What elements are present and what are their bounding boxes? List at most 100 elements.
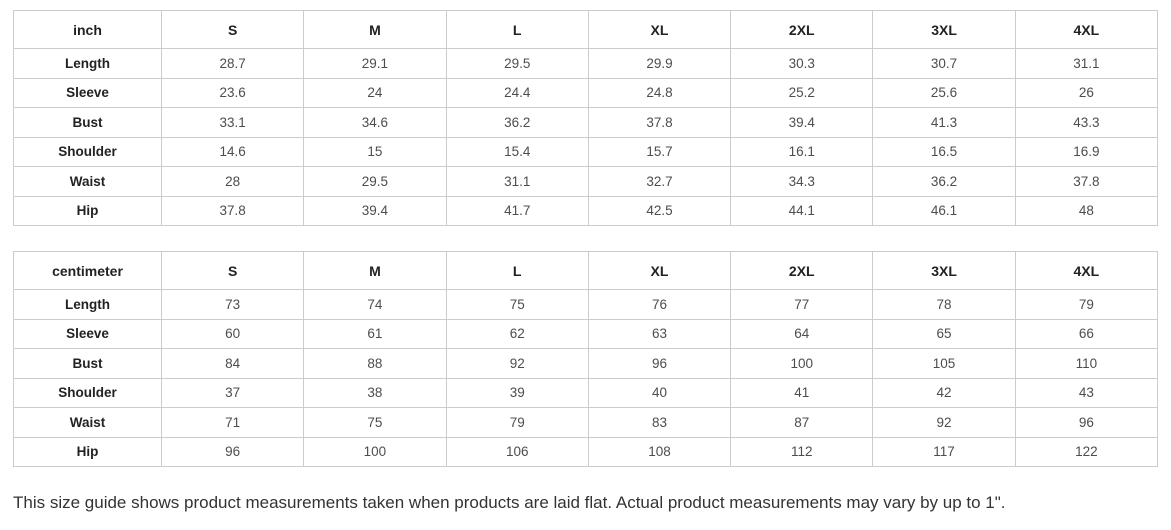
measurement-value: 41.7 <box>445 195 589 226</box>
measurement-row-label: Bust <box>13 348 162 379</box>
measurement-row-label: Shoulder <box>13 136 162 167</box>
measurement-value: 33.1 <box>160 107 305 138</box>
measurement-value: 92 <box>445 348 589 379</box>
table-row: Waist 71 75 79 83 87 92 96 <box>13 407 1159 438</box>
measurement-row-label: Waist <box>13 166 162 197</box>
measurement-value: 63 <box>587 318 732 349</box>
size-table-centimeter: centimeter S M L XL 2XL 3XL 4XL Length 73 74 75 76 77… <box>13 251 1159 467</box>
size-table-header-row: inch S M L XL 2XL 3XL 4XL <box>13 10 1159 49</box>
measurement-row-label: Hip <box>13 436 162 467</box>
measurement-value: 24.8 <box>587 77 732 108</box>
measurement-value: 36.2 <box>445 107 589 138</box>
measurement-value: 25.6 <box>872 77 1016 108</box>
table-row: Sleeve 60 61 62 63 64 65 66 <box>13 318 1159 349</box>
size-column-header: S <box>160 251 305 290</box>
measurement-value: 48 <box>1014 195 1159 226</box>
measurement-value: 42.5 <box>587 195 732 226</box>
measurement-value: 77 <box>730 289 874 320</box>
measurement-value: 15.7 <box>587 136 732 167</box>
measurement-value: 96 <box>587 348 732 379</box>
table-row: Length 73 74 75 76 77 78 79 <box>13 289 1159 320</box>
measurement-value: 28 <box>160 166 305 197</box>
size-column-header: M <box>303 10 447 49</box>
measurement-value: 71 <box>160 407 305 438</box>
measurement-value: 30.7 <box>872 48 1016 79</box>
measurement-value: 112 <box>730 436 874 467</box>
measurement-value: 96 <box>1014 407 1159 438</box>
measurement-value: 43 <box>1014 377 1159 408</box>
measurement-value: 74 <box>303 289 447 320</box>
measurement-value: 76 <box>587 289 732 320</box>
size-column-header: 4XL <box>1014 10 1159 49</box>
measurement-value: 15.4 <box>445 136 589 167</box>
measurement-value: 83 <box>587 407 732 438</box>
measurement-value: 43.3 <box>1014 107 1159 138</box>
measurement-value: 37 <box>160 377 305 408</box>
measurement-value: 117 <box>872 436 1016 467</box>
measurement-value: 40 <box>587 377 732 408</box>
measurement-value: 110 <box>1014 348 1159 379</box>
measurement-value: 75 <box>445 289 589 320</box>
measurement-value: 25.2 <box>730 77 874 108</box>
measurement-value: 34.3 <box>730 166 874 197</box>
measurement-value: 31.1 <box>445 166 589 197</box>
size-column-header: S <box>160 10 305 49</box>
measurement-value: 122 <box>1014 436 1159 467</box>
measurement-value: 64 <box>730 318 874 349</box>
measurement-value: 16.9 <box>1014 136 1159 167</box>
measurement-value: 60 <box>160 318 305 349</box>
measurement-value: 29.9 <box>587 48 732 79</box>
measurement-value: 62 <box>445 318 589 349</box>
measurement-value: 46.1 <box>872 195 1016 226</box>
measurement-value: 39 <box>445 377 589 408</box>
measurement-value: 14.6 <box>160 136 305 167</box>
unit-label: inch <box>13 10 162 49</box>
measurement-row-label: Sleeve <box>13 77 162 108</box>
measurement-row-label: Waist <box>13 407 162 438</box>
measurement-value: 79 <box>445 407 589 438</box>
measurement-value: 96 <box>160 436 305 467</box>
measurement-value: 108 <box>587 436 732 467</box>
measurement-value: 34.6 <box>303 107 447 138</box>
measurement-value: 38 <box>303 377 447 408</box>
measurement-value: 100 <box>303 436 447 467</box>
measurement-value: 39.4 <box>730 107 874 138</box>
measurement-value: 29.1 <box>303 48 447 79</box>
measurement-value: 61 <box>303 318 447 349</box>
measurement-value: 24.4 <box>445 77 589 108</box>
table-row: Sleeve 23.6 24 24.4 24.8 25.2 25.6 26 <box>13 77 1159 108</box>
measurement-value: 92 <box>872 407 1016 438</box>
size-column-header: M <box>303 251 447 290</box>
size-column-header: 3XL <box>872 10 1016 49</box>
size-column-header: XL <box>587 10 732 49</box>
measurement-value: 32.7 <box>587 166 732 197</box>
measurement-value: 42 <box>872 377 1016 408</box>
measurement-value: 16.1 <box>730 136 874 167</box>
measurement-value: 65 <box>872 318 1016 349</box>
measurement-row-label: Sleeve <box>13 318 162 349</box>
measurement-value: 106 <box>445 436 589 467</box>
table-row: Length 28.7 29.1 29.5 29.9 30.3 30.7 31.1 <box>13 48 1159 79</box>
measurement-row-label: Shoulder <box>13 377 162 408</box>
measurement-value: 29.5 <box>303 166 447 197</box>
measurement-row-label: Length <box>13 289 162 320</box>
measurement-value: 79 <box>1014 289 1159 320</box>
size-column-header: XL <box>587 251 732 290</box>
table-row: Shoulder 14.6 15 15.4 15.7 16.1 16.5 16.9 <box>13 136 1159 167</box>
size-column-header: L <box>445 251 589 290</box>
measurement-row-label: Length <box>13 48 162 79</box>
table-row: Hip 37.8 39.4 41.7 42.5 44.1 46.1 48 <box>13 195 1159 226</box>
unit-label: centimeter <box>13 251 162 290</box>
measurement-value: 73 <box>160 289 305 320</box>
measurement-value: 36.2 <box>872 166 1016 197</box>
measurement-value: 105 <box>872 348 1016 379</box>
measurement-value: 26 <box>1014 77 1159 108</box>
measurement-value: 100 <box>730 348 874 379</box>
measurement-value: 37.8 <box>587 107 732 138</box>
table-row: Waist 28 29.5 31.1 32.7 34.3 36.2 37.8 <box>13 166 1159 197</box>
size-column-header: L <box>445 10 589 49</box>
measurement-value: 75 <box>303 407 447 438</box>
measurement-value: 30.3 <box>730 48 874 79</box>
measurement-value: 66 <box>1014 318 1159 349</box>
